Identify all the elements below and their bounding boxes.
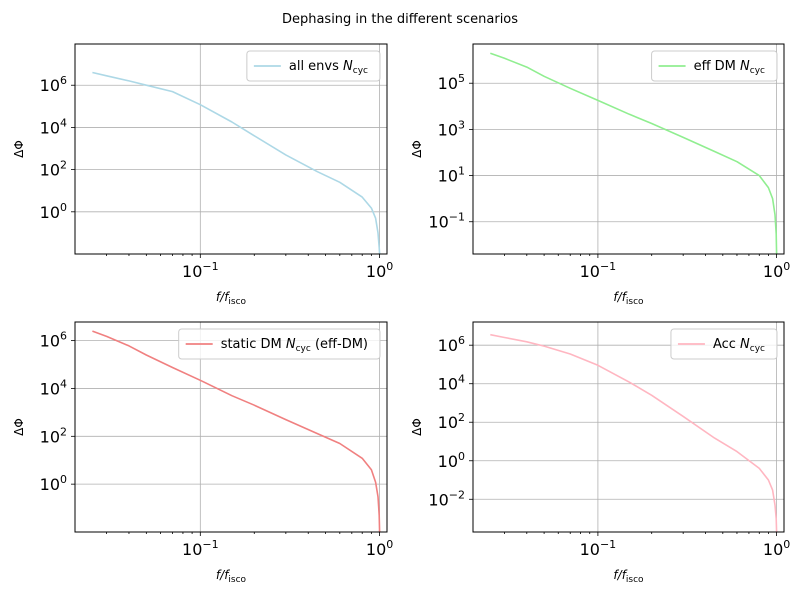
y-tick-label: 10−1 bbox=[428, 211, 465, 232]
subplot-4: 10−1 100 10−2 100 102 104 106 f/fisco ΔΦ Acc Ncyc bbox=[410, 321, 790, 585]
x-axis-label: f/fisco bbox=[216, 290, 247, 307]
y-tick-label: 105 bbox=[438, 72, 465, 93]
series-line-1 bbox=[92, 71, 381, 255]
x-tick-label: 100 bbox=[366, 538, 393, 559]
legend-label: all envs Ncyc bbox=[289, 59, 368, 76]
x-axis-label: f/fisco bbox=[613, 568, 644, 585]
x-tick-label: 10−1 bbox=[182, 538, 219, 559]
legend-box bbox=[651, 50, 778, 82]
series-line-3 bbox=[92, 330, 381, 533]
plot-frame bbox=[74, 321, 388, 533]
y-tick-label: 10−2 bbox=[428, 488, 465, 509]
y-tick-label: 104 bbox=[40, 377, 67, 398]
subplot-1: 10−1 100 100 102 104 106 f/fisco ΔΦ all envs Ncy… bbox=[12, 43, 393, 307]
x-tick-label: 100 bbox=[366, 260, 393, 281]
y-tick-label: 101 bbox=[438, 165, 465, 186]
y-axis-label: ΔΦ bbox=[410, 140, 424, 158]
series-line-4 bbox=[490, 333, 778, 533]
y-tick-label: 102 bbox=[40, 425, 67, 446]
y-axis-label: ΔΦ bbox=[12, 140, 26, 158]
legend-box bbox=[246, 50, 381, 82]
legend-label: static DM Ncyc (eff-DM) bbox=[221, 337, 368, 354]
x-tick-label: 100 bbox=[763, 260, 790, 281]
y-tick-label: 100 bbox=[40, 473, 67, 494]
y-tick-label: 102 bbox=[438, 411, 465, 432]
plot-frame bbox=[74, 43, 388, 255]
x-axis-label: f/fisco bbox=[613, 290, 644, 307]
x-tick-label: 10−1 bbox=[580, 260, 617, 281]
x-axis-label: f/fisco bbox=[216, 568, 247, 585]
y-axis-label: ΔΦ bbox=[410, 418, 424, 436]
series-line-2 bbox=[490, 52, 778, 255]
y-tick-label: 106 bbox=[40, 330, 67, 351]
y-axis-label: ΔΦ bbox=[12, 418, 26, 436]
y-tick-label: 100 bbox=[40, 201, 67, 222]
legend-box bbox=[178, 328, 381, 360]
x-tick-label: 10−1 bbox=[580, 538, 617, 559]
subplot-grid: 10−1 100 100 102 104 106 f/fisco ΔΦ all envs Ncy… bbox=[12, 43, 790, 585]
plot-frame bbox=[472, 321, 785, 533]
figure-title: Dephasing in the different scenarios bbox=[282, 12, 518, 27]
plot-frame bbox=[472, 43, 785, 255]
subplot-2: 10−1 100 10−1 101 103 105 f/fisco ΔΦ eff DM Ncyc bbox=[410, 43, 790, 307]
y-tick-label: 106 bbox=[40, 74, 67, 95]
y-tick-label: 102 bbox=[40, 159, 67, 180]
legend-label: eff DM Ncyc bbox=[694, 59, 765, 76]
y-tick-label: 104 bbox=[40, 116, 67, 137]
x-tick-label: 10−1 bbox=[182, 260, 219, 281]
subplot-3: 10−1 100 100 102 104 106 f/fisco ΔΦ static DM Nc… bbox=[12, 321, 393, 585]
x-tick-label: 100 bbox=[763, 538, 790, 559]
legend-box bbox=[670, 328, 778, 360]
y-tick-label: 100 bbox=[438, 450, 465, 471]
legend-label: Acc Ncyc bbox=[713, 337, 765, 354]
y-tick-label: 103 bbox=[438, 118, 465, 139]
y-tick-label: 104 bbox=[438, 373, 465, 394]
y-tick-label: 106 bbox=[438, 334, 465, 355]
